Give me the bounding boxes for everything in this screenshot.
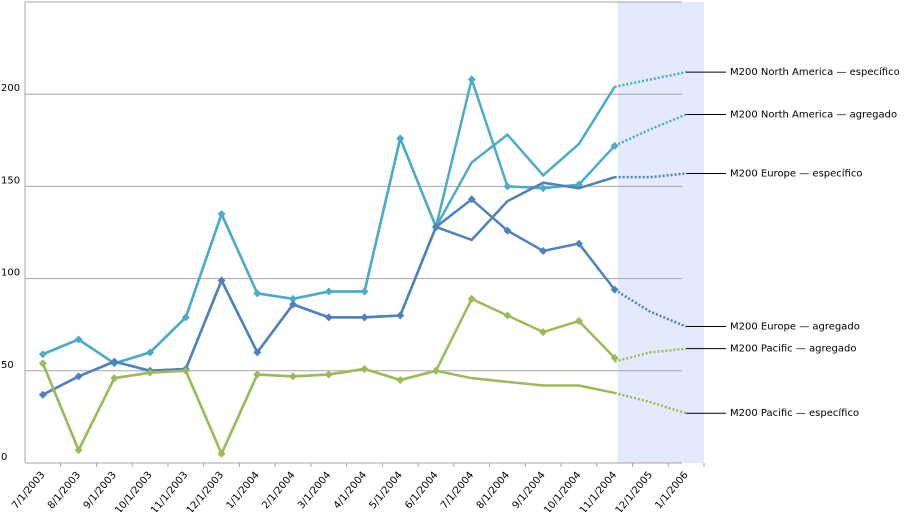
marker — [467, 294, 476, 303]
marker — [146, 348, 155, 357]
marker — [431, 222, 440, 231]
x-tick-label: 11/1/2003 — [149, 470, 190, 512]
marker — [610, 285, 619, 294]
marker — [467, 195, 476, 204]
marker — [181, 313, 190, 322]
marker — [539, 328, 548, 337]
x-tick-label: 5/1/2004 — [368, 470, 405, 511]
x-tick-label: 9/1/2003 — [82, 470, 119, 511]
marker — [74, 335, 83, 344]
marker — [539, 246, 548, 255]
series-line — [41, 362, 615, 457]
series-label: M200 Pacific — específico — [730, 407, 859, 419]
marker — [253, 289, 262, 298]
marker — [217, 210, 226, 219]
marker — [74, 372, 83, 381]
marker — [253, 348, 262, 357]
marker — [610, 141, 619, 150]
series-line — [42, 86, 616, 365]
x-tick-label: 11/1/2004 — [578, 470, 619, 512]
x-tick-label: 10/1/2003 — [113, 470, 154, 512]
forecast-line — [614, 347, 687, 363]
x-tick-label: 1/1/2006 — [653, 470, 690, 511]
marker — [467, 75, 476, 84]
marker — [503, 182, 512, 191]
x-tick-label: 8/1/2003 — [46, 470, 83, 511]
x-tick-label: 1/1/2004 — [225, 470, 262, 511]
x-tick-label: 12/1/2005 — [614, 470, 655, 512]
forecast-line — [614, 70, 687, 89]
x-tick-label: 2/1/2004 — [260, 470, 297, 511]
marker — [38, 350, 47, 359]
marker — [217, 276, 226, 285]
x-tick-label: 10/1/2004 — [542, 470, 583, 512]
marker — [324, 313, 333, 322]
series-label: M200 Pacific — agregado — [730, 344, 857, 355]
marker — [574, 317, 583, 326]
y-tick-label: 100 — [1, 268, 20, 279]
marker — [539, 184, 548, 193]
x-tick-label: 7/1/2003 — [10, 470, 47, 511]
marker — [503, 226, 512, 235]
marker — [324, 287, 333, 296]
marker — [38, 390, 47, 399]
marker — [396, 311, 405, 320]
marker — [396, 134, 405, 143]
x-tick-label: 12/1/2003 — [185, 470, 226, 512]
y-tick-label: 50 — [1, 360, 14, 371]
forecast-region — [617, 2, 704, 463]
series-label: M200 North America — agregado — [730, 109, 897, 120]
marker — [503, 311, 512, 320]
x-tick-label: 4/1/2004 — [332, 470, 369, 511]
y-tick-label: 250 — [1, 0, 20, 2]
x-tick-label: 9/1/2004 — [510, 470, 547, 511]
y-tick-label: 150 — [1, 175, 20, 186]
y-tick-label: 0 — [1, 452, 7, 463]
series-label: M200 Europe — específico — [730, 167, 862, 179]
x-tick-label: 6/1/2004 — [403, 470, 440, 511]
series-line — [42, 175, 616, 396]
forecast-line — [614, 391, 687, 415]
marker — [360, 313, 369, 322]
series-label: M200 North America — específico — [730, 66, 900, 78]
marker — [110, 357, 119, 366]
y-tick-label: 200 — [1, 83, 20, 94]
marker — [289, 300, 298, 309]
series-label: M200 Europe — agregado — [730, 322, 860, 333]
forecast-line — [614, 113, 687, 147]
marker — [610, 353, 619, 362]
marker — [574, 239, 583, 248]
x-tick-label: 8/1/2004 — [475, 470, 512, 511]
x-tick-label: 3/1/2004 — [296, 470, 333, 511]
series-line — [42, 197, 616, 396]
x-tick-label: 7/1/2004 — [439, 470, 476, 511]
marker — [360, 287, 369, 296]
marker — [289, 294, 298, 303]
